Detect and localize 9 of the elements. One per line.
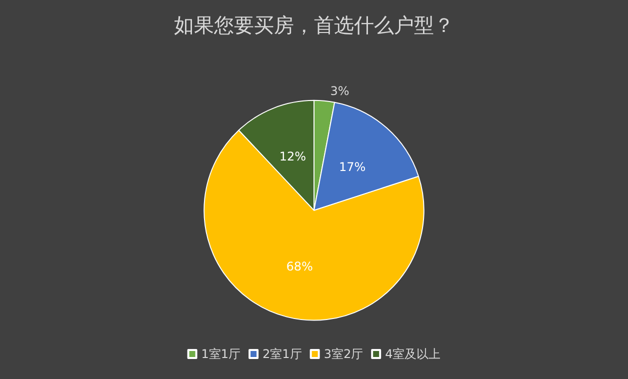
chart-title: 如果您要买房，首选什么户型？: [174, 13, 454, 37]
legend-label: 1室1厅: [201, 347, 241, 361]
data-label: 3%: [330, 84, 350, 98]
data-label: 17%: [338, 160, 366, 174]
data-label: 12%: [279, 149, 306, 164]
legend-label: 3室2厅: [324, 347, 364, 361]
legend-label: 4室及以上: [385, 347, 441, 361]
data-label: 68%: [286, 259, 313, 274]
legend-label: 2室1厅: [262, 347, 302, 361]
